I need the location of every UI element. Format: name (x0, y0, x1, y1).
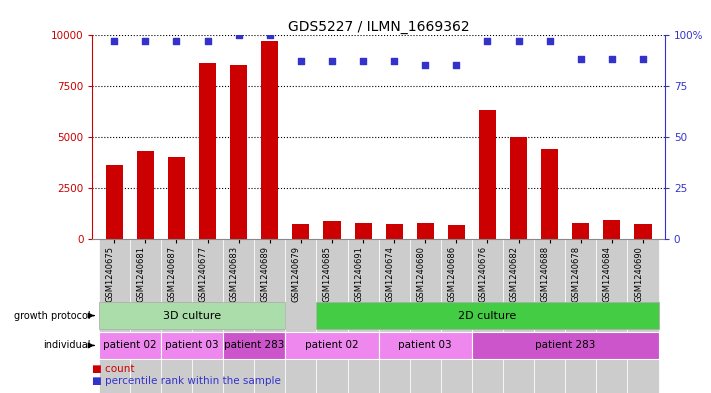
Point (109, 38, 120, 44)
Bar (379, 332, 472, 359)
Point (544, 38, 555, 44)
Bar (510, 137, 527, 239)
Bar (223, 332, 285, 359)
Bar (106, 165, 123, 239)
Bar (417, 222, 434, 239)
Bar (379, 239, 410, 393)
Point (451, 62, 462, 68)
Point (358, 58, 369, 64)
Bar (448, 225, 465, 239)
Text: patient 283: patient 283 (224, 340, 284, 351)
Bar (99, 302, 285, 329)
Point (171, 38, 182, 44)
Point (606, 56, 618, 62)
Point (419, 62, 431, 68)
Bar (348, 239, 379, 393)
Bar (355, 222, 372, 239)
Bar (99, 239, 129, 393)
Bar (385, 224, 402, 239)
Title: GDS5227 / ILMN_1669362: GDS5227 / ILMN_1669362 (288, 20, 469, 33)
Text: patient 283: patient 283 (535, 340, 595, 351)
Bar (472, 332, 658, 359)
Point (202, 38, 213, 44)
Text: patient 02: patient 02 (103, 340, 156, 351)
Text: individual: individual (43, 340, 91, 351)
Point (513, 38, 524, 44)
Bar (230, 65, 247, 239)
Point (233, 31, 245, 38)
Bar (472, 239, 503, 393)
Bar (634, 224, 651, 239)
Bar (572, 222, 589, 239)
Bar (503, 239, 534, 393)
Bar (316, 239, 348, 393)
Bar (628, 239, 658, 393)
Text: patient 02: patient 02 (305, 340, 359, 351)
Bar (479, 110, 496, 239)
Bar (255, 239, 285, 393)
Bar (316, 302, 658, 329)
Point (637, 56, 648, 62)
Text: patient 03: patient 03 (398, 340, 452, 351)
Bar (285, 332, 379, 359)
Bar (130, 239, 161, 393)
Text: 3D culture: 3D culture (163, 310, 221, 321)
Bar (192, 239, 223, 393)
Text: patient 03: patient 03 (165, 340, 219, 351)
Bar (199, 63, 216, 239)
Bar (565, 239, 597, 393)
Bar (261, 41, 278, 239)
Text: ■ percentile rank within the sample: ■ percentile rank within the sample (92, 376, 282, 386)
Bar (161, 239, 192, 393)
Point (388, 58, 400, 64)
Bar (137, 151, 154, 239)
Bar (168, 157, 185, 239)
Point (295, 58, 306, 64)
Bar (541, 149, 558, 239)
Text: growth protocol: growth protocol (14, 310, 91, 321)
Point (264, 31, 275, 38)
Point (139, 38, 151, 44)
Text: ■ count: ■ count (92, 364, 135, 374)
Point (482, 38, 493, 44)
Bar (604, 220, 621, 239)
Point (326, 58, 338, 64)
Bar (441, 239, 472, 393)
Text: 2D culture: 2D culture (459, 310, 517, 321)
Bar (161, 332, 223, 359)
Bar (223, 239, 255, 393)
Bar (597, 239, 628, 393)
Bar (324, 220, 341, 239)
Bar (285, 239, 316, 393)
Bar (534, 239, 565, 393)
Bar (410, 239, 441, 393)
Bar (99, 332, 161, 359)
Bar (292, 224, 309, 239)
Point (575, 56, 587, 62)
